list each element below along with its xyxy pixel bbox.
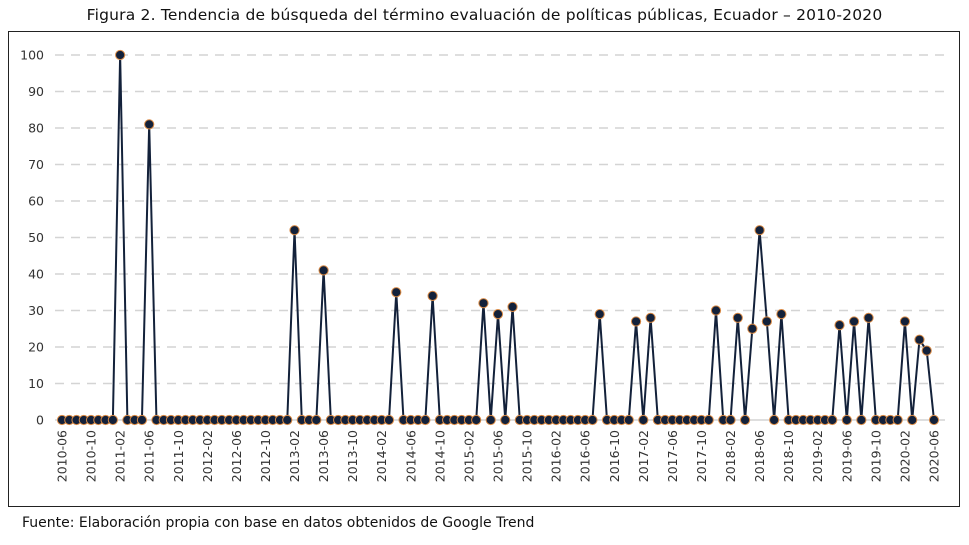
data-point xyxy=(747,323,758,334)
x-tick-label: 2015-06 xyxy=(491,430,506,482)
data-point xyxy=(587,414,598,426)
x-tick-label: 2010-10 xyxy=(84,430,99,482)
x-tick-label: 2018-02 xyxy=(723,430,738,482)
data-point xyxy=(427,290,438,301)
data-point xyxy=(420,414,431,426)
y-tick-label: 10 xyxy=(28,376,44,391)
data-point xyxy=(769,414,780,426)
data-point xyxy=(856,414,867,426)
x-tick-label: 2011-02 xyxy=(113,430,128,482)
x-tick-label: 2014-02 xyxy=(374,430,389,482)
x-tick-label: 2019-02 xyxy=(810,430,825,482)
x-tick-label: 2016-10 xyxy=(607,430,622,482)
data-point xyxy=(725,414,736,426)
chart-title: Figura 2. Tendencia de búsqueda del térm… xyxy=(86,6,883,24)
x-tick-label: 2013-10 xyxy=(345,430,360,482)
data-point xyxy=(761,316,772,327)
x-tick-label: 2017-06 xyxy=(665,430,680,482)
x-tick-label: 2018-06 xyxy=(752,430,767,482)
data-point xyxy=(776,309,787,320)
data-point xyxy=(282,414,293,426)
data-point xyxy=(136,414,148,426)
x-tick-label: 2020-06 xyxy=(927,430,942,482)
data-point xyxy=(899,316,911,327)
x-tick-label: 2020-02 xyxy=(897,430,912,482)
data-point xyxy=(107,414,118,426)
y-tick-label: 70 xyxy=(28,157,44,172)
y-tick-label: 0 xyxy=(36,413,44,428)
x-tick-label: 2012-10 xyxy=(258,430,273,482)
data-point xyxy=(703,414,714,426)
x-tick-label: 2014-10 xyxy=(432,430,447,482)
y-tick-label: 80 xyxy=(28,121,44,136)
data-point xyxy=(754,225,765,236)
x-tick-label: 2014-06 xyxy=(403,430,418,482)
chart-frame xyxy=(8,31,960,507)
data-point xyxy=(710,305,722,316)
data-point xyxy=(630,316,642,327)
data-point xyxy=(507,301,518,312)
data-point xyxy=(318,265,329,276)
data-point xyxy=(311,414,322,426)
data-point xyxy=(827,414,838,426)
data-point xyxy=(834,320,845,331)
x-tick-label: 2011-10 xyxy=(171,430,186,482)
data-point xyxy=(289,225,300,236)
y-tick-label: 100 xyxy=(20,48,44,63)
data-point xyxy=(921,345,932,356)
x-tick-label: 2016-06 xyxy=(578,430,593,482)
data-point xyxy=(594,309,605,320)
y-tick-label: 40 xyxy=(28,267,44,282)
data-point xyxy=(391,287,402,298)
data-point xyxy=(115,49,126,61)
y-tick-label: 30 xyxy=(28,303,44,318)
data-point xyxy=(892,414,903,426)
data-point xyxy=(383,414,395,426)
data-point xyxy=(914,334,925,345)
y-tick-label: 50 xyxy=(28,230,44,245)
data-point xyxy=(471,414,482,426)
y-tick-label: 20 xyxy=(28,340,44,355)
data-point xyxy=(638,414,649,426)
data-point xyxy=(478,298,489,309)
x-tick-label: 2010-06 xyxy=(55,430,70,482)
x-tick-label: 2019-10 xyxy=(868,430,883,482)
x-tick-label: 2016-02 xyxy=(549,430,564,482)
data-point xyxy=(623,414,634,426)
x-tick-label: 2012-02 xyxy=(200,430,215,482)
x-tick-label: 2019-06 xyxy=(839,430,854,482)
x-tick-label: 2013-06 xyxy=(316,430,331,482)
x-tick-label: 2012-06 xyxy=(229,430,244,482)
x-tick-label: 2017-02 xyxy=(636,430,651,482)
x-tick-label: 2011-06 xyxy=(142,430,157,482)
data-point xyxy=(645,312,656,323)
data-point xyxy=(732,312,743,323)
y-tick-label: 60 xyxy=(28,194,44,209)
data-point xyxy=(907,414,918,426)
data-point xyxy=(739,414,751,426)
source-note: Fuente: Elaboración propia con base en d… xyxy=(22,515,535,531)
x-tick-label: 2015-10 xyxy=(520,430,535,482)
data-point xyxy=(500,414,511,426)
x-tick-label: 2017-10 xyxy=(694,430,709,482)
data-point xyxy=(863,312,874,323)
x-tick-label: 2018-10 xyxy=(781,430,796,482)
x-tick-label: 2013-02 xyxy=(287,430,302,482)
data-point xyxy=(848,316,860,327)
data-point xyxy=(485,414,496,426)
series-line xyxy=(62,54,935,421)
data-point xyxy=(841,414,852,426)
y-tick-label: 90 xyxy=(28,84,44,99)
data-point xyxy=(928,414,940,426)
data-point xyxy=(144,119,155,130)
data-point xyxy=(492,309,504,320)
x-tick-label: 2015-02 xyxy=(461,430,476,482)
